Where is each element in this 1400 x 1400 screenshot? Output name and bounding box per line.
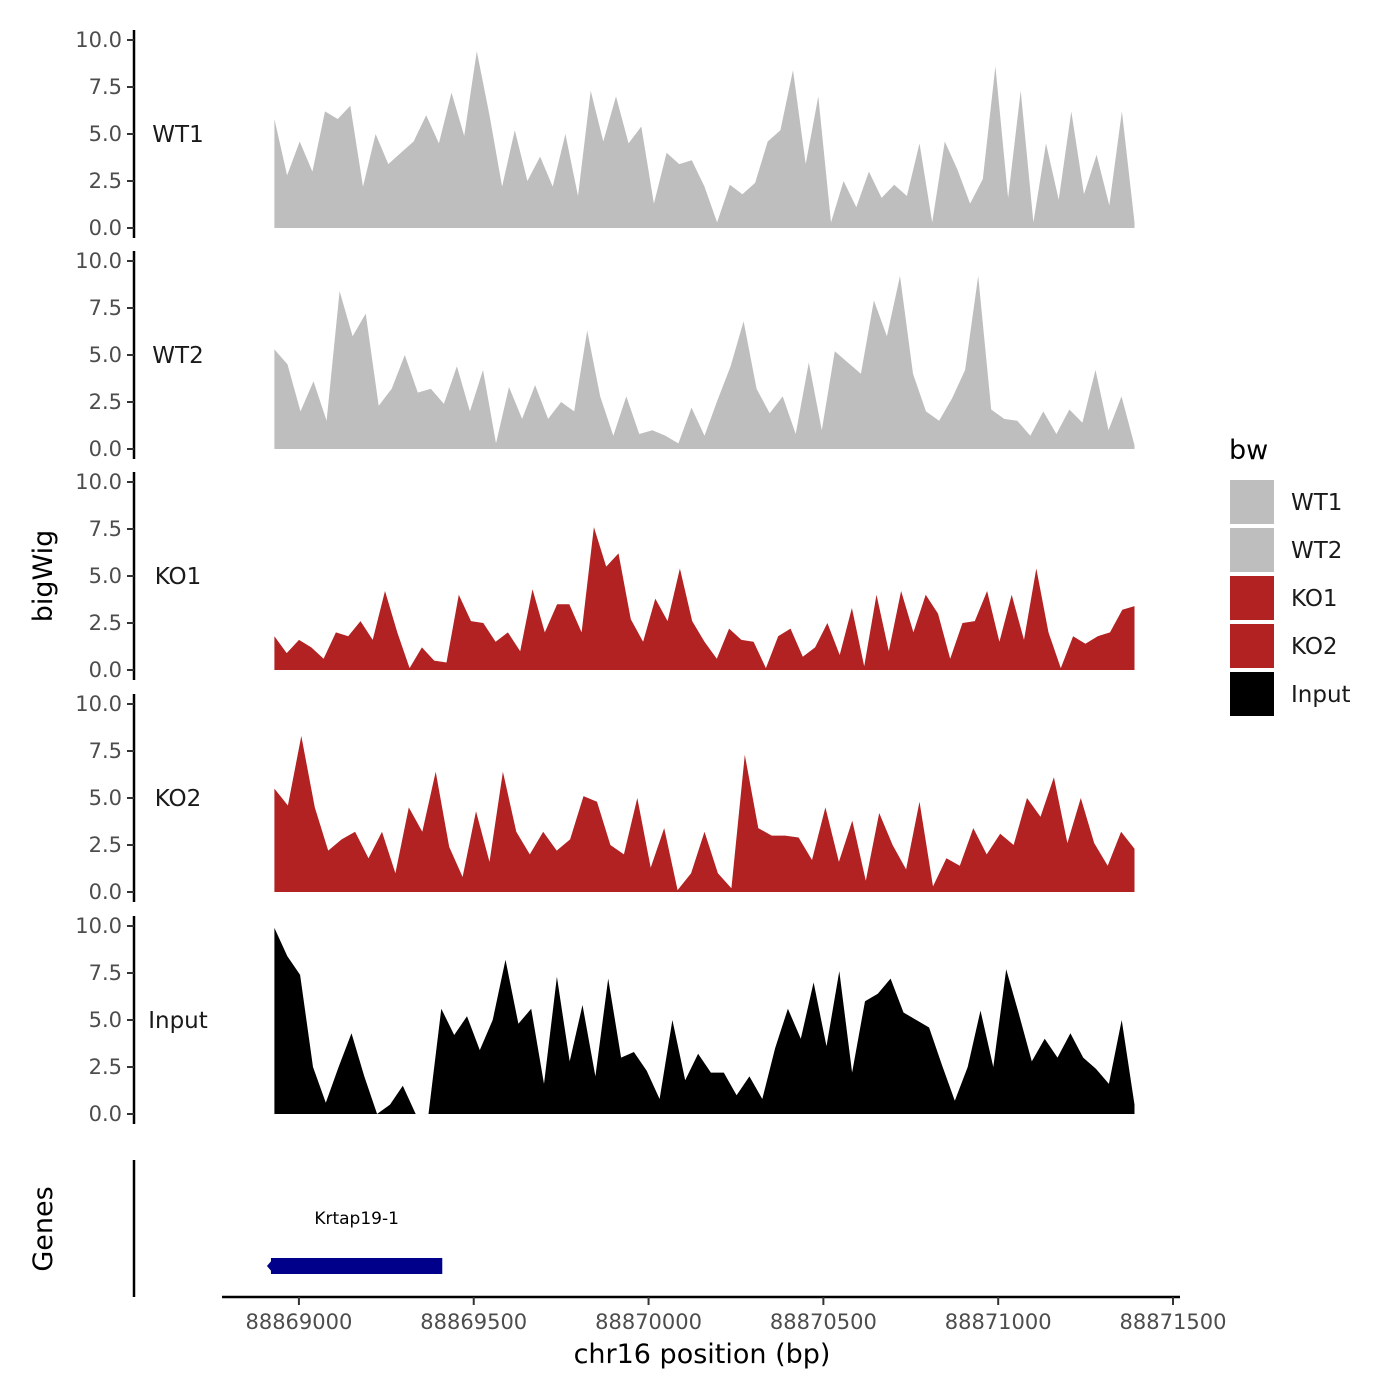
gene-strand-arrow xyxy=(266,1259,273,1273)
y-tick-label: 2.5 xyxy=(89,1055,122,1079)
area-ko1 xyxy=(274,527,1135,670)
legend-key-ko2 xyxy=(1230,624,1274,668)
track-input: 0.0 2.5 5.0 7.5 10.0 Input xyxy=(75,914,1135,1126)
area-wt2 xyxy=(274,276,1135,449)
x-tick-label: 88870500 xyxy=(770,1310,877,1334)
gene-label: Krtap19-1 xyxy=(314,1209,399,1229)
legend-key-wt1 xyxy=(1230,480,1274,524)
legend-label: WT1 xyxy=(1291,490,1342,516)
area-wt1 xyxy=(274,51,1135,228)
track-label: KO1 xyxy=(155,564,202,590)
y-tick-label: 7.5 xyxy=(89,517,122,541)
legend: bw WT1 WT2 KO1 KO2 Input xyxy=(1229,435,1351,716)
legend-label: KO2 xyxy=(1291,634,1338,660)
legend-label: KO1 xyxy=(1291,586,1338,612)
track-label: WT2 xyxy=(152,343,203,369)
y-tick-label: 0.0 xyxy=(89,216,122,240)
x-tick-label: 88871000 xyxy=(945,1310,1052,1334)
y-tick-label: 10.0 xyxy=(75,249,122,273)
x-tick-label: 88869000 xyxy=(245,1310,352,1334)
track-label: Input xyxy=(148,1008,208,1034)
y-tick-label: 5.0 xyxy=(89,343,122,367)
track-ko2: 0.0 2.5 5.0 7.5 10.0 KO2 xyxy=(75,692,1135,904)
genes-axis-title: Genes xyxy=(28,1186,59,1271)
y-tick-label: 10.0 xyxy=(75,28,122,52)
x-tick-label: 88870000 xyxy=(595,1310,702,1334)
y-tick-label: 0.0 xyxy=(89,1102,122,1126)
y-tick-label: 10.0 xyxy=(75,914,122,938)
y-tick-label: 10.0 xyxy=(75,692,122,716)
area-ko2 xyxy=(274,736,1135,892)
legend-label: WT2 xyxy=(1291,538,1342,564)
track-label: KO2 xyxy=(155,786,202,812)
track-ko1: 0.0 2.5 5.0 7.5 10.0 KO1 xyxy=(75,470,1135,682)
x-axis-title: chr16 position (bp) xyxy=(574,1339,831,1370)
legend-key-wt2 xyxy=(1230,528,1274,572)
y-tick-label: 2.5 xyxy=(89,611,122,635)
y-tick-label: 5.0 xyxy=(89,122,122,146)
y-tick-label: 0.0 xyxy=(89,880,122,904)
y-tick-label: 7.5 xyxy=(89,961,122,985)
x-tick-label: 88871500 xyxy=(1120,1310,1227,1334)
y-tick-label: 5.0 xyxy=(89,564,122,588)
track-wt1: 0.0 2.5 5.0 7.5 10.0 WT1 xyxy=(75,28,1135,240)
y-axis-title: bigWig xyxy=(28,530,59,623)
y-tick-label: 2.5 xyxy=(89,169,122,193)
area-input xyxy=(274,927,1135,1114)
y-tick-label: 5.0 xyxy=(89,786,122,810)
y-tick-label: 7.5 xyxy=(89,296,122,320)
track-label: WT1 xyxy=(152,122,203,148)
track-wt2: 0.0 2.5 5.0 7.5 10.0 WT2 xyxy=(75,249,1135,461)
y-tick-label: 2.5 xyxy=(89,390,122,414)
y-tick-label: 7.5 xyxy=(89,75,122,99)
legend-key-ko1 xyxy=(1230,576,1274,620)
y-tick-label: 0.0 xyxy=(89,437,122,461)
legend-title: bw xyxy=(1229,435,1268,466)
legend-label: Input xyxy=(1291,682,1351,708)
legend-key-input xyxy=(1230,672,1274,716)
y-tick-label: 5.0 xyxy=(89,1008,122,1032)
y-tick-label: 7.5 xyxy=(89,739,122,763)
x-axis: 88869000 88869500 88870000 88870500 88871000… xyxy=(222,1295,1227,1334)
gene-body xyxy=(270,1258,443,1274)
y-tick-label: 2.5 xyxy=(89,833,122,857)
tracks-group: 0.02.55.07.510.0WT10.02.55.07.510.0WT20.… xyxy=(75,28,1135,1126)
y-tick-label: 10.0 xyxy=(75,470,122,494)
y-tick-label: 0.0 xyxy=(89,658,122,682)
x-tick-label: 88869500 xyxy=(420,1310,527,1334)
gene-track: Krtap19-1 xyxy=(132,1160,443,1297)
